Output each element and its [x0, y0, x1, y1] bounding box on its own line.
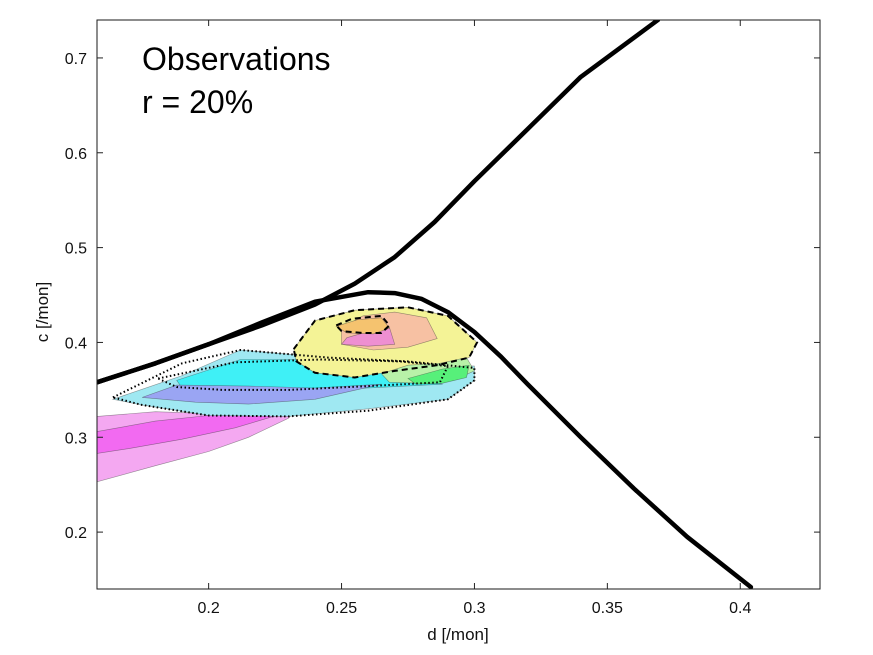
y-tick-label: 0.5 — [65, 241, 87, 258]
x-tick-label: 0.25 — [326, 600, 357, 617]
contour-lines — [112, 306, 479, 418]
plot-frame — [96, 19, 821, 590]
x-tick-label: 0.2 — [198, 600, 220, 617]
filled-region-9 — [407, 364, 470, 385]
y-tick-label: 0.7 — [65, 51, 87, 68]
boundary-curves — [97, 20, 754, 589]
filled-region-10 — [335, 317, 390, 335]
x-tick-label: 0.3 — [463, 600, 485, 617]
y-axis-label: c [/mon] — [33, 282, 52, 342]
filled-regions — [97, 306, 478, 483]
x-tick-label: 0.4 — [729, 600, 751, 617]
y-tick-label: 0.4 — [65, 335, 87, 352]
y-tick-label: 0.2 — [65, 525, 87, 542]
contour-line-3 — [335, 314, 391, 334]
x-tick-label: 0.35 — [592, 600, 623, 617]
boundary-curve-1 — [97, 289, 754, 589]
axis-ticks: 0.2 0.25 0.3 0.35 0.4 0.2 0.3 0.4 0.5 0.6 0.7 — [65, 20, 820, 617]
y-tick-label: 0.6 — [65, 146, 87, 163]
contour-line-0 — [112, 348, 476, 418]
annotation-observations: Observations — [142, 41, 331, 77]
contour-line-2 — [292, 306, 479, 379]
annotation-r-value: r = 20% — [142, 84, 253, 120]
x-axis-label: d [/mon] — [427, 625, 488, 644]
y-tick-label: 0.3 — [65, 430, 87, 447]
